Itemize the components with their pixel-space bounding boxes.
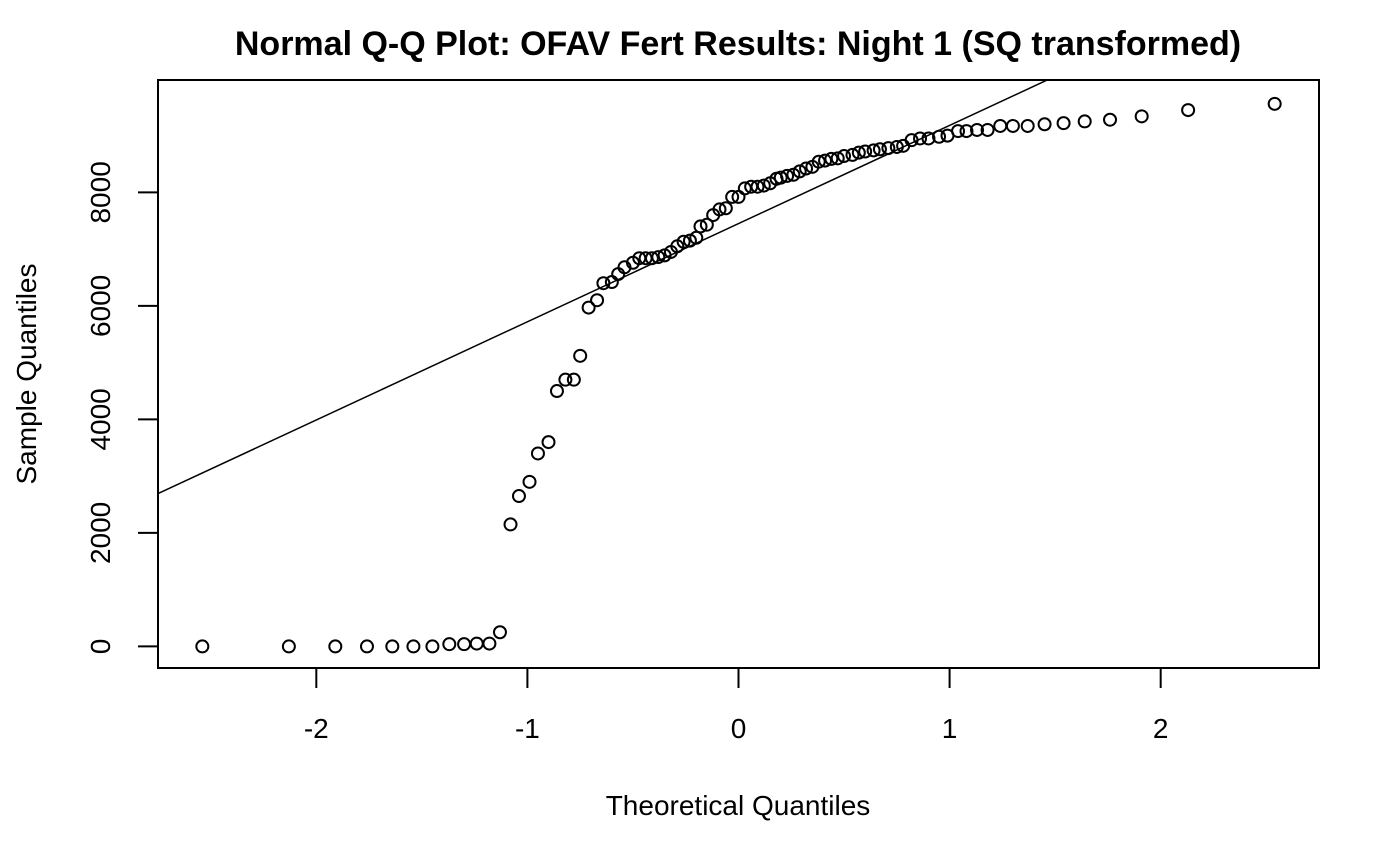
x-tick-label: -2: [304, 713, 329, 744]
data-point: [818, 153, 833, 168]
data-point: [811, 154, 826, 169]
data-point: [573, 348, 588, 363]
data-point: [756, 178, 771, 193]
data-point: [837, 149, 852, 164]
data-point: [644, 251, 659, 266]
data-point: [682, 233, 697, 248]
data-point: [195, 639, 210, 654]
y-tick-label: 4000: [85, 388, 116, 450]
data-point: [993, 118, 1008, 133]
data-point: [482, 636, 497, 651]
x-tick-label: -1: [515, 713, 540, 744]
x-tick-label: 1: [942, 713, 958, 744]
data-point: [750, 179, 765, 194]
data-point: [1103, 112, 1118, 127]
data-point: [1037, 117, 1052, 132]
y-tick-label: 6000: [85, 275, 116, 337]
data-point: [281, 639, 296, 654]
data-point: [651, 250, 666, 265]
x-tick-label: 2: [1153, 713, 1169, 744]
data-point: [872, 142, 887, 157]
data-point: [1005, 118, 1020, 133]
x-tick-label: 0: [731, 713, 747, 744]
reference-line: [158, 80, 1049, 495]
data-point: [881, 141, 896, 156]
data-point: [725, 189, 740, 204]
chart-title: Normal Q-Q Plot: OFAV Fert Results: Nigh…: [235, 25, 1241, 63]
data-point: [780, 168, 795, 183]
data-points: [195, 96, 1282, 654]
data-point: [1077, 114, 1092, 129]
data-point: [590, 293, 605, 308]
y-tick-label: 0: [85, 639, 116, 655]
data-point: [522, 474, 537, 489]
data-point: [889, 139, 904, 154]
data-point: [970, 122, 985, 137]
x-axis-label: Theoretical Quantiles: [606, 790, 871, 821]
data-point: [799, 161, 814, 176]
data-point: [773, 170, 788, 185]
data-point: [1056, 116, 1071, 131]
data-point: [406, 639, 421, 654]
data-point: [1134, 109, 1149, 124]
y-axis: 0 2000 4000 6000 8000: [85, 161, 159, 655]
data-point: [830, 151, 845, 166]
data-point: [959, 124, 974, 139]
data-point: [792, 164, 807, 179]
data-point: [530, 446, 545, 461]
data-point: [359, 639, 374, 654]
data-point: [503, 517, 518, 532]
data-point: [851, 145, 866, 160]
data-point: [385, 639, 400, 654]
data-point: [511, 489, 526, 504]
y-axis-label: Sample Quantiles: [11, 263, 42, 484]
data-point: [845, 147, 860, 162]
data-point: [1181, 103, 1196, 118]
data-point: [866, 143, 881, 158]
y-tick-label: 8000: [85, 161, 116, 223]
data-point: [712, 202, 727, 217]
data-point: [1267, 96, 1282, 111]
data-point: [824, 151, 839, 166]
data-point: [492, 625, 507, 640]
data-point: [932, 129, 947, 144]
data-point: [442, 637, 457, 652]
data-point: [951, 124, 966, 139]
plot-frame: [157, 79, 1320, 669]
data-point: [913, 131, 928, 146]
data-point: [858, 144, 873, 159]
data-point: [457, 637, 472, 652]
reference-line-group: [158, 80, 1049, 495]
data-point: [566, 372, 581, 387]
data-point: [980, 122, 995, 137]
data-point: [541, 435, 556, 450]
data-point: [718, 201, 733, 216]
data-point: [469, 636, 484, 651]
data-point: [425, 639, 440, 654]
data-point: [596, 276, 611, 291]
data-point: [693, 219, 708, 234]
data-point: [1020, 118, 1035, 133]
data-point: [921, 131, 936, 146]
data-point: [676, 234, 691, 249]
data-point: [581, 300, 596, 315]
x-axis: -2 -1 0 1 2: [304, 667, 1169, 744]
data-point: [549, 384, 564, 399]
y-tick-label: 2000: [85, 502, 116, 564]
data-point: [328, 639, 343, 654]
data-point: [699, 217, 714, 232]
data-point: [904, 133, 919, 148]
data-point: [558, 372, 573, 387]
